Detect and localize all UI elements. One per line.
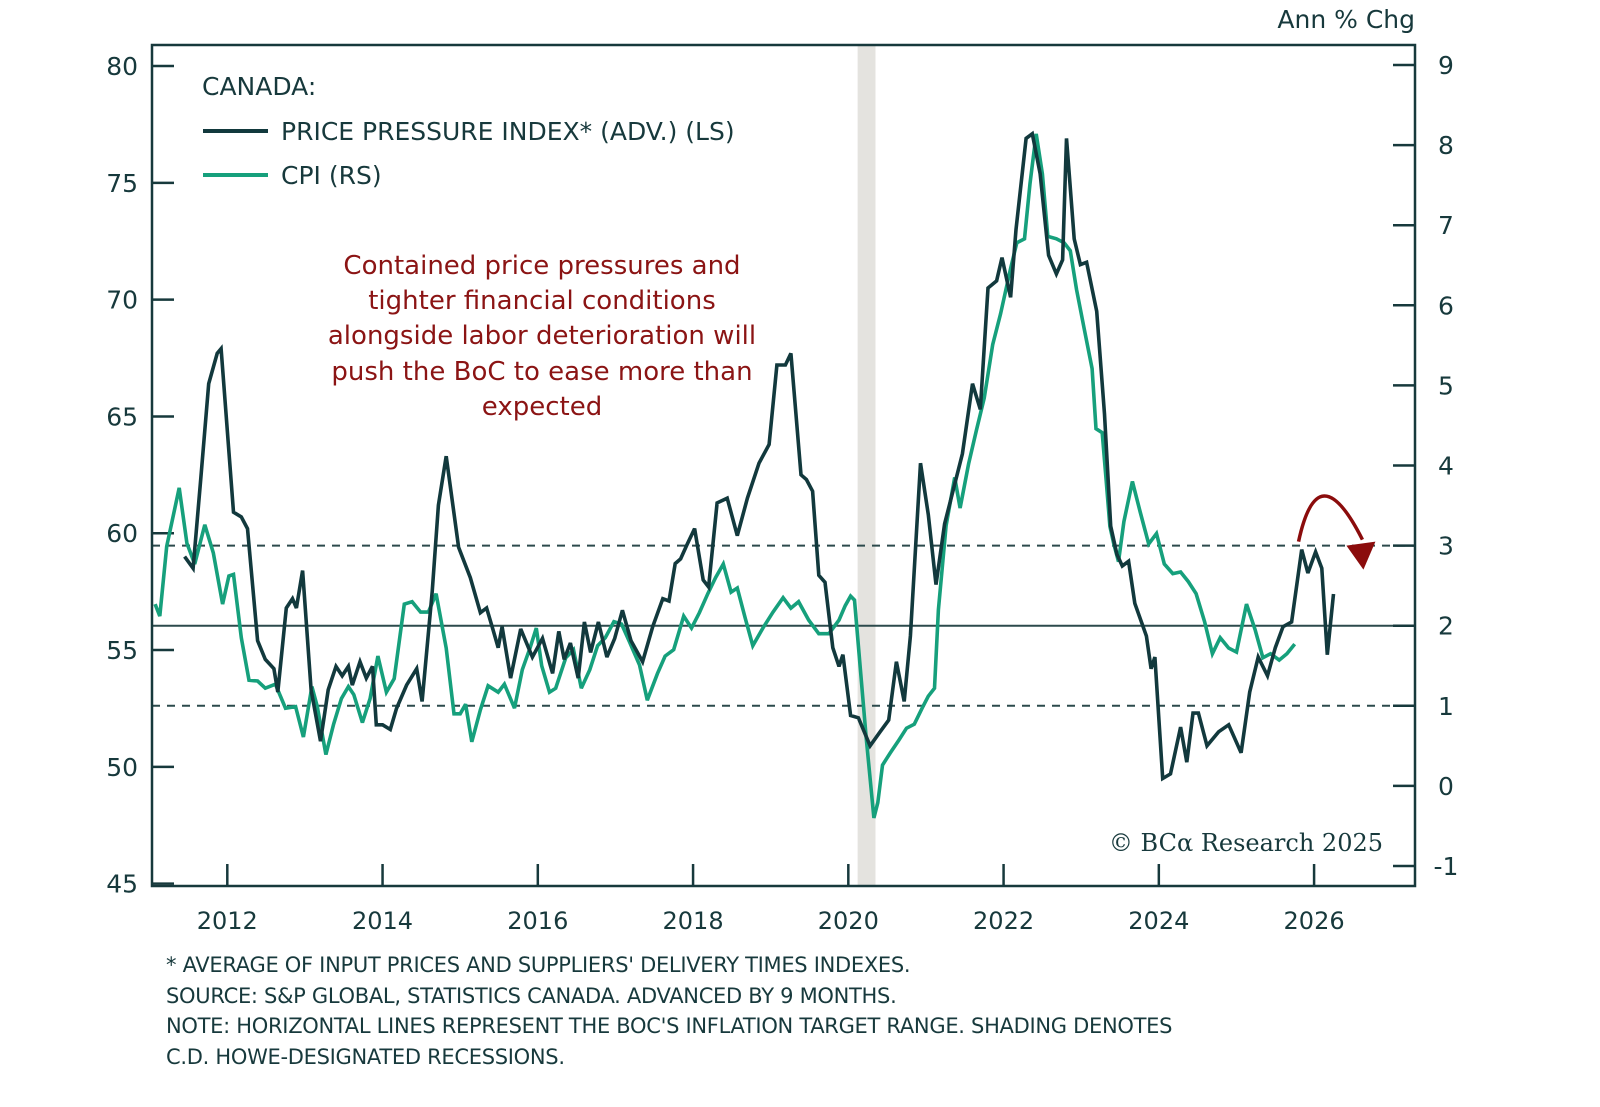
series-layer xyxy=(153,130,1336,819)
reference-lines xyxy=(152,544,1415,707)
x-axis-tick-label: 2014 xyxy=(352,907,413,935)
annotation-line: push the BoC to ease more than xyxy=(331,357,752,387)
left-axis-tick-label: 55 xyxy=(106,636,138,665)
footnote-line: C.D. HOWE-DESIGNATED RECESSIONS. xyxy=(166,1044,565,1069)
right-axis-tick-label: -1 xyxy=(1434,852,1459,881)
right-axis-tick-label: 5 xyxy=(1438,371,1454,400)
annotation: Contained price pressures and tighter fi… xyxy=(328,251,756,422)
x-axis-tick-label: 2020 xyxy=(818,907,879,935)
price-pressure-index-line xyxy=(183,130,1336,782)
forecast-arrow xyxy=(1296,494,1376,570)
footnotes: * AVERAGE OF INPUT PRICES AND SUPPLIERS'… xyxy=(166,950,1172,1072)
right-axis-tick-label: 4 xyxy=(1438,452,1454,481)
annotation-line: expected xyxy=(482,392,602,422)
x-axis-tick-label: 2016 xyxy=(507,907,568,935)
legend-title: CANADA: xyxy=(202,72,316,101)
x-axis-tick-label: 2022 xyxy=(973,907,1034,935)
copyright: © BCα Research 2025 xyxy=(1109,829,1383,857)
left-axis-tick-label: 80 xyxy=(106,52,138,81)
right-axis-tick-label: 2 xyxy=(1438,612,1454,641)
annotation-line: alongside labor deterioration will xyxy=(328,321,756,351)
footnote-line: SOURCE: S&P GLOBAL, STATISTICS CANADA. A… xyxy=(166,983,897,1008)
right-axis-unit-label: Ann % Chg xyxy=(1277,5,1415,34)
left-axis-tick-label: 60 xyxy=(106,519,138,548)
legend-label-price-pressure: PRICE PRESSURE INDEX* (ADV.) (LS) xyxy=(281,117,735,146)
x-axis-tick-label: 2012 xyxy=(197,907,258,935)
legend-label-cpi: CPI (RS) xyxy=(281,161,382,190)
right-axis-tick-label: 3 xyxy=(1438,532,1454,561)
right-axis-tick-label: 6 xyxy=(1438,291,1454,320)
forecast-arrow-head xyxy=(1346,541,1376,570)
right-axis-tick-label: 9 xyxy=(1438,51,1454,80)
right-axis-tick-label: 0 xyxy=(1438,772,1454,801)
left-axis-tick-label: 65 xyxy=(106,402,138,431)
footnote-line: * AVERAGE OF INPUT PRICES AND SUPPLIERS'… xyxy=(166,953,911,977)
right-axis-tick-label: 7 xyxy=(1438,211,1454,240)
right-axis-tick-label: 8 xyxy=(1438,131,1454,160)
footnote-line: NOTE: HORIZONTAL LINES REPRESENT THE BOC… xyxy=(166,1014,1173,1038)
forecast-arrow-curve xyxy=(1296,494,1364,542)
left-axis-tick-label: 75 xyxy=(106,169,138,198)
x-axis-tick-label: 2026 xyxy=(1284,907,1345,935)
x-axis-tick-label: 2018 xyxy=(663,907,724,935)
right-axis-tick-label: 1 xyxy=(1438,692,1454,721)
legend: CANADA: PRICE PRESSURE INDEX* (ADV.) (LS… xyxy=(202,72,735,190)
left-axis-tick-label: 50 xyxy=(106,753,138,782)
left-axis-tick-label: 70 xyxy=(106,286,138,315)
x-axis-tick-label: 2024 xyxy=(1128,907,1189,935)
annotation-line: Contained price pressures and xyxy=(343,251,740,281)
annotation-line: tighter financial conditions xyxy=(368,286,716,316)
left-axis-tick-label: 45 xyxy=(106,870,138,899)
